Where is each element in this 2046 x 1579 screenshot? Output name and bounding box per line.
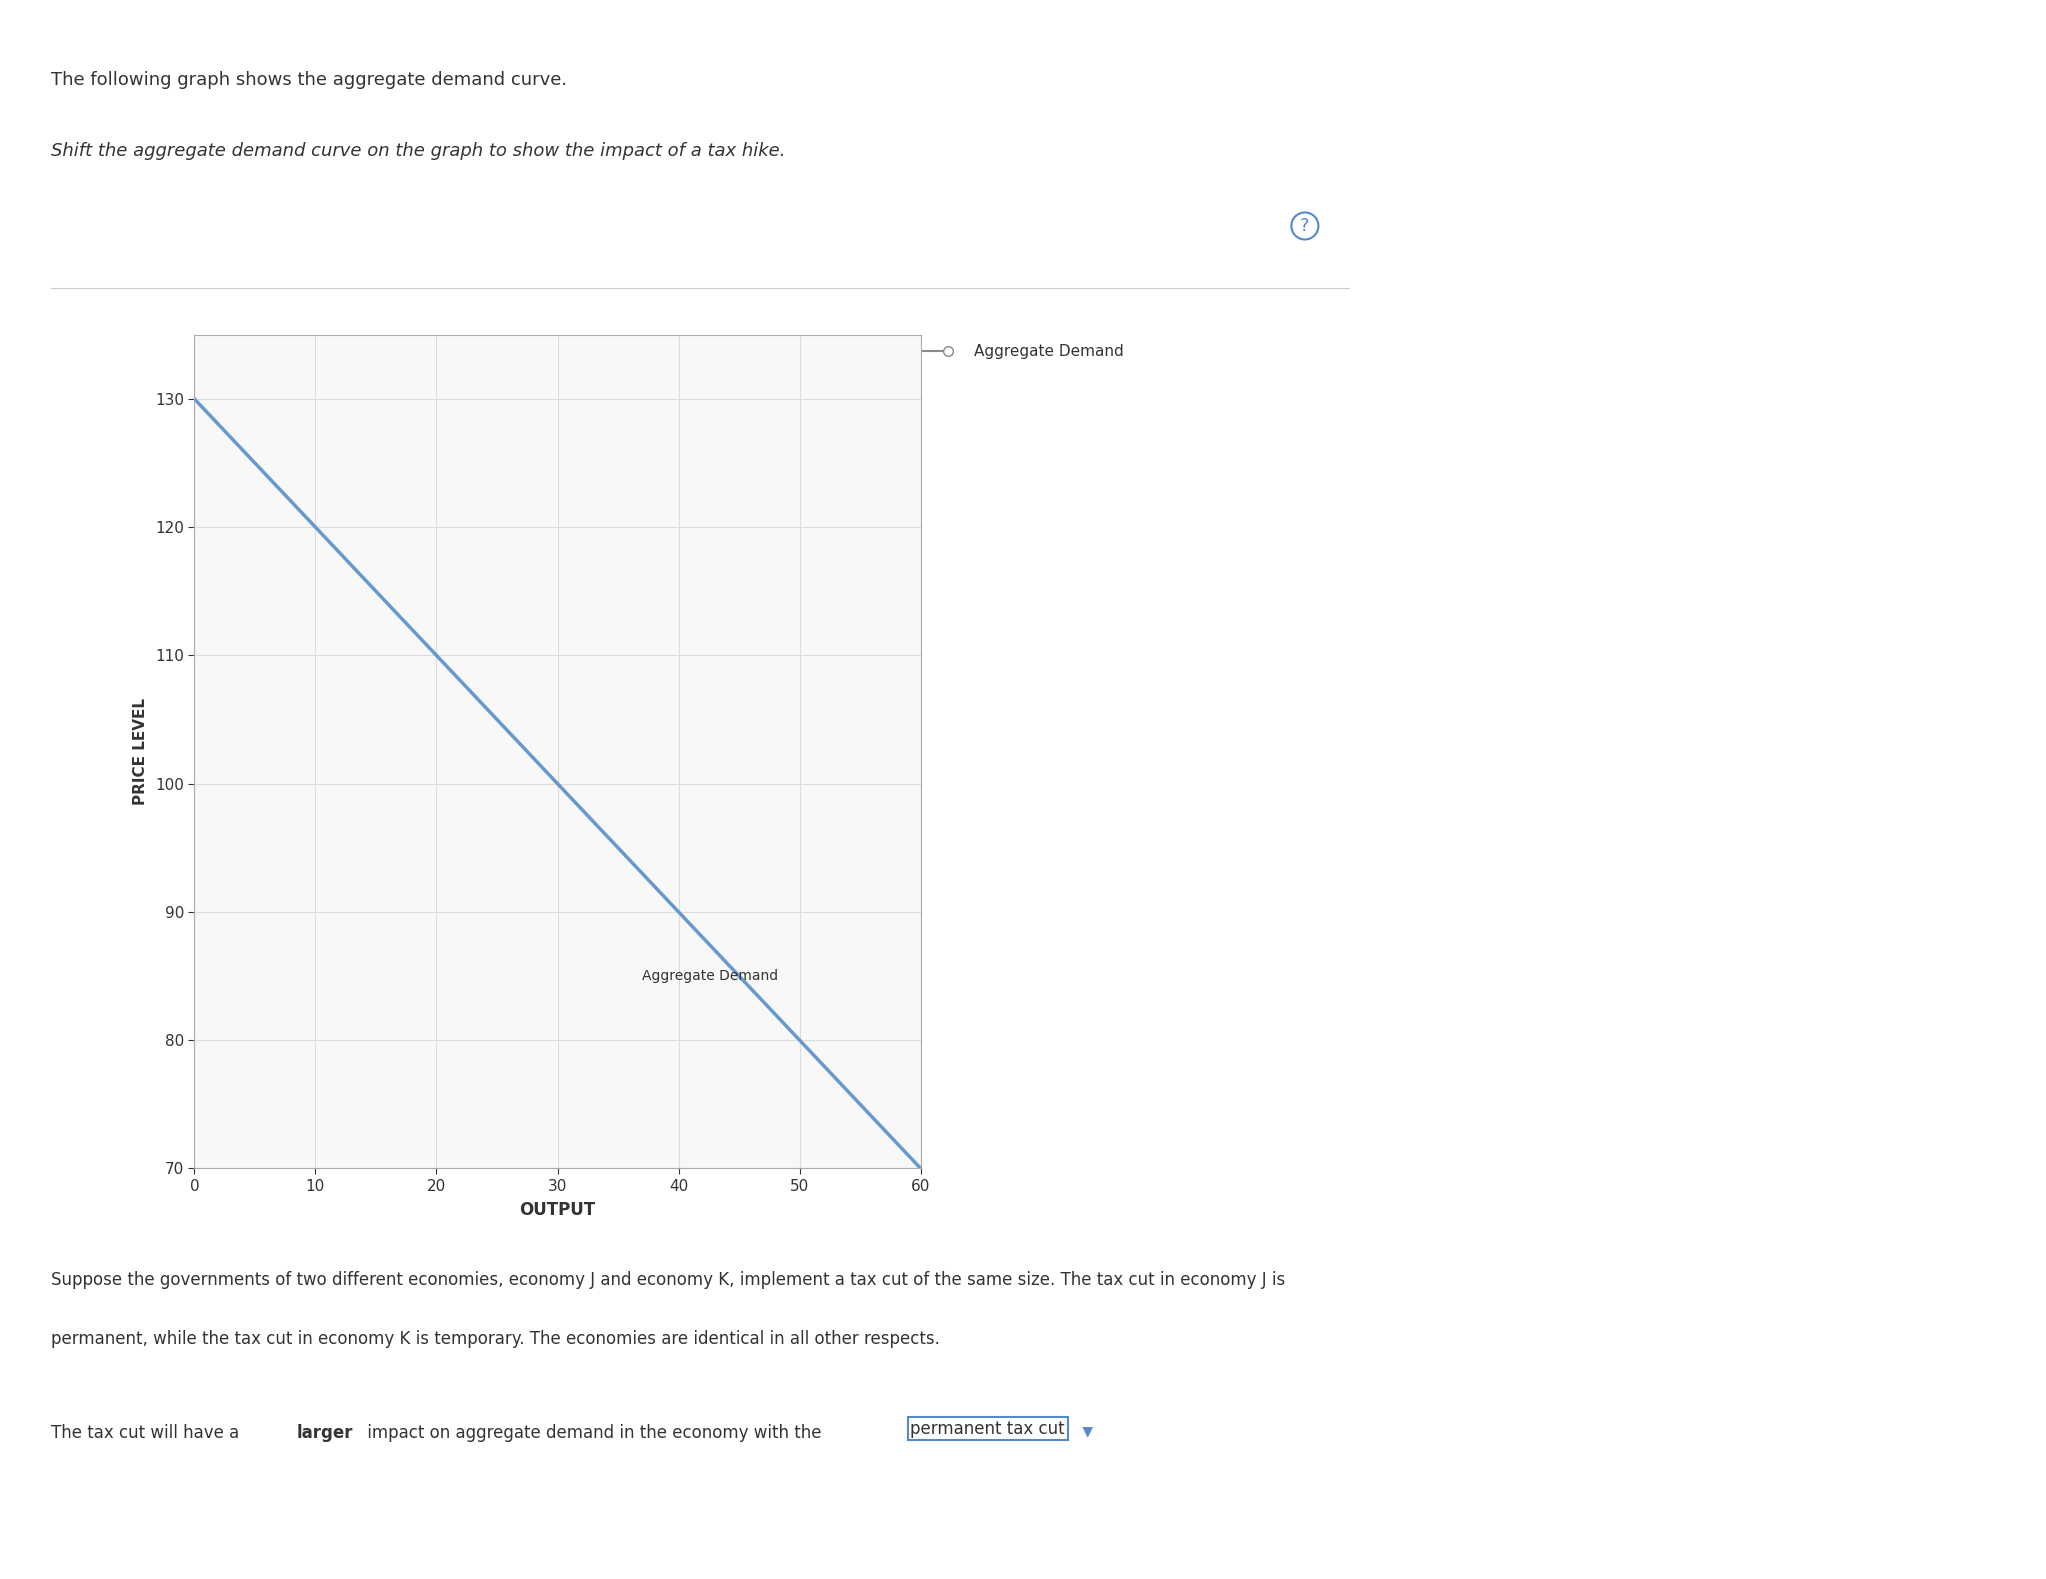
Text: ▼: ▼	[1078, 1424, 1093, 1438]
Text: ?: ?	[1299, 216, 1309, 235]
Text: permanent, while the tax cut in economy K is temporary. The economies are identi: permanent, while the tax cut in economy …	[51, 1330, 939, 1347]
Text: Aggregate Demand: Aggregate Demand	[642, 970, 777, 984]
Text: The tax cut will have a: The tax cut will have a	[51, 1424, 246, 1442]
Text: Aggregate Demand: Aggregate Demand	[974, 344, 1123, 358]
Text: larger: larger	[297, 1424, 354, 1442]
Text: Shift the aggregate demand curve on the graph to show the impact of a tax hike.: Shift the aggregate demand curve on the …	[51, 142, 786, 159]
Text: Suppose the governments of two different economies, economy J and economy K, imp: Suppose the governments of two different…	[51, 1271, 1285, 1288]
Text: permanent tax cut: permanent tax cut	[910, 1420, 1066, 1437]
Y-axis label: PRICE LEVEL: PRICE LEVEL	[133, 698, 147, 805]
Text: The following graph shows the aggregate demand curve.: The following graph shows the aggregate …	[51, 71, 567, 88]
X-axis label: OUTPUT: OUTPUT	[520, 1200, 595, 1219]
Text: impact on aggregate demand in the economy with the: impact on aggregate demand in the econom…	[362, 1424, 822, 1442]
